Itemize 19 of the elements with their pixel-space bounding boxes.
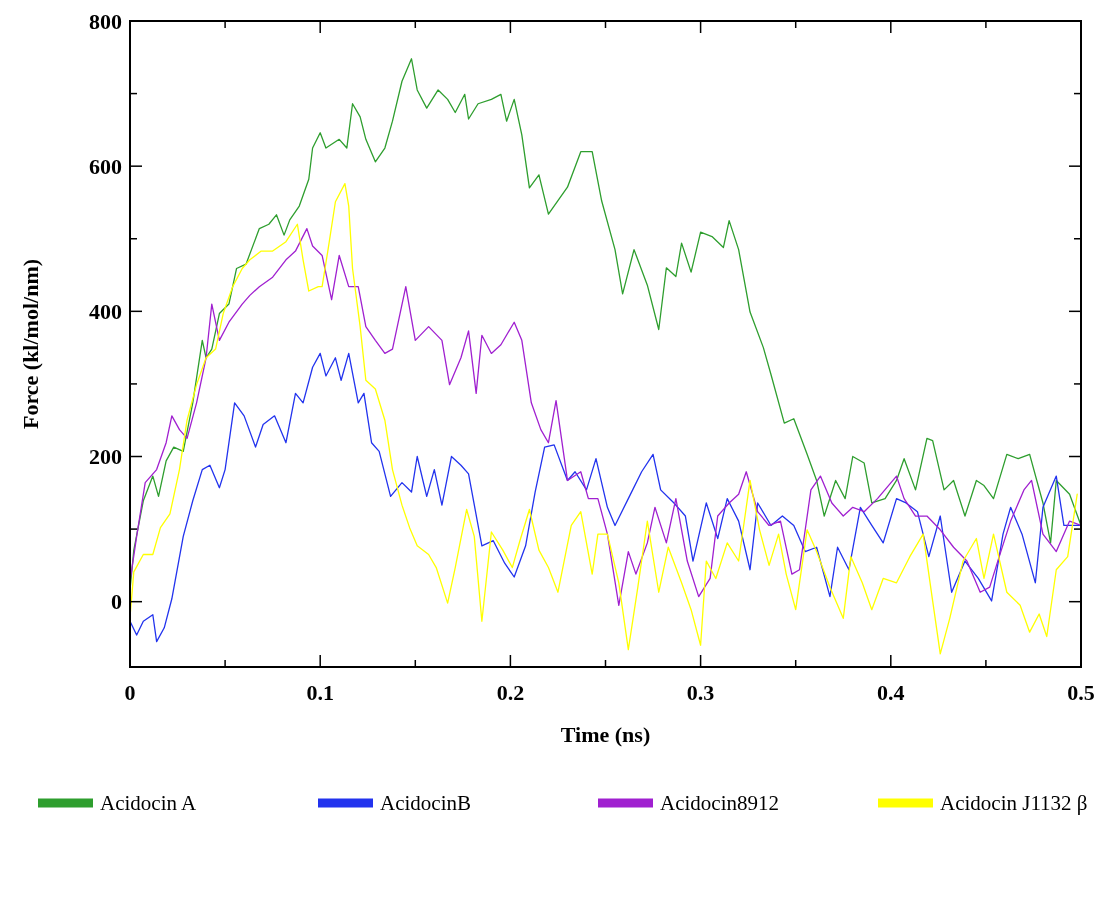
line-series	[130, 227, 1081, 606]
x-tick-label: 0.5	[1067, 680, 1095, 705]
x-tick-label: 0.3	[686, 680, 715, 705]
y-tick-label: 200	[89, 444, 122, 470]
legend-label: Acidocin A	[100, 791, 198, 815]
y-tick-label: 800	[89, 8, 122, 34]
y-tick-label: 0	[111, 589, 122, 615]
y-axis-title: Force (kl/mol/nm)	[18, 258, 43, 430]
legend-label: AcidocinB	[380, 791, 471, 815]
x-tick-label: 0.4	[877, 680, 905, 705]
legend-label: Acidocin8912	[660, 791, 779, 815]
line-series	[130, 182, 1078, 655]
line-series	[130, 352, 1081, 643]
legend-label: Acidocin J1132 β	[940, 791, 1088, 815]
x-tick-label: 0.2	[496, 680, 525, 705]
y-tick-label: 600	[89, 153, 122, 179]
y-tick-label: 400	[89, 299, 122, 325]
x-axis-title: Time (ns)	[560, 722, 651, 747]
x-tick-label: 0.1	[306, 680, 334, 705]
